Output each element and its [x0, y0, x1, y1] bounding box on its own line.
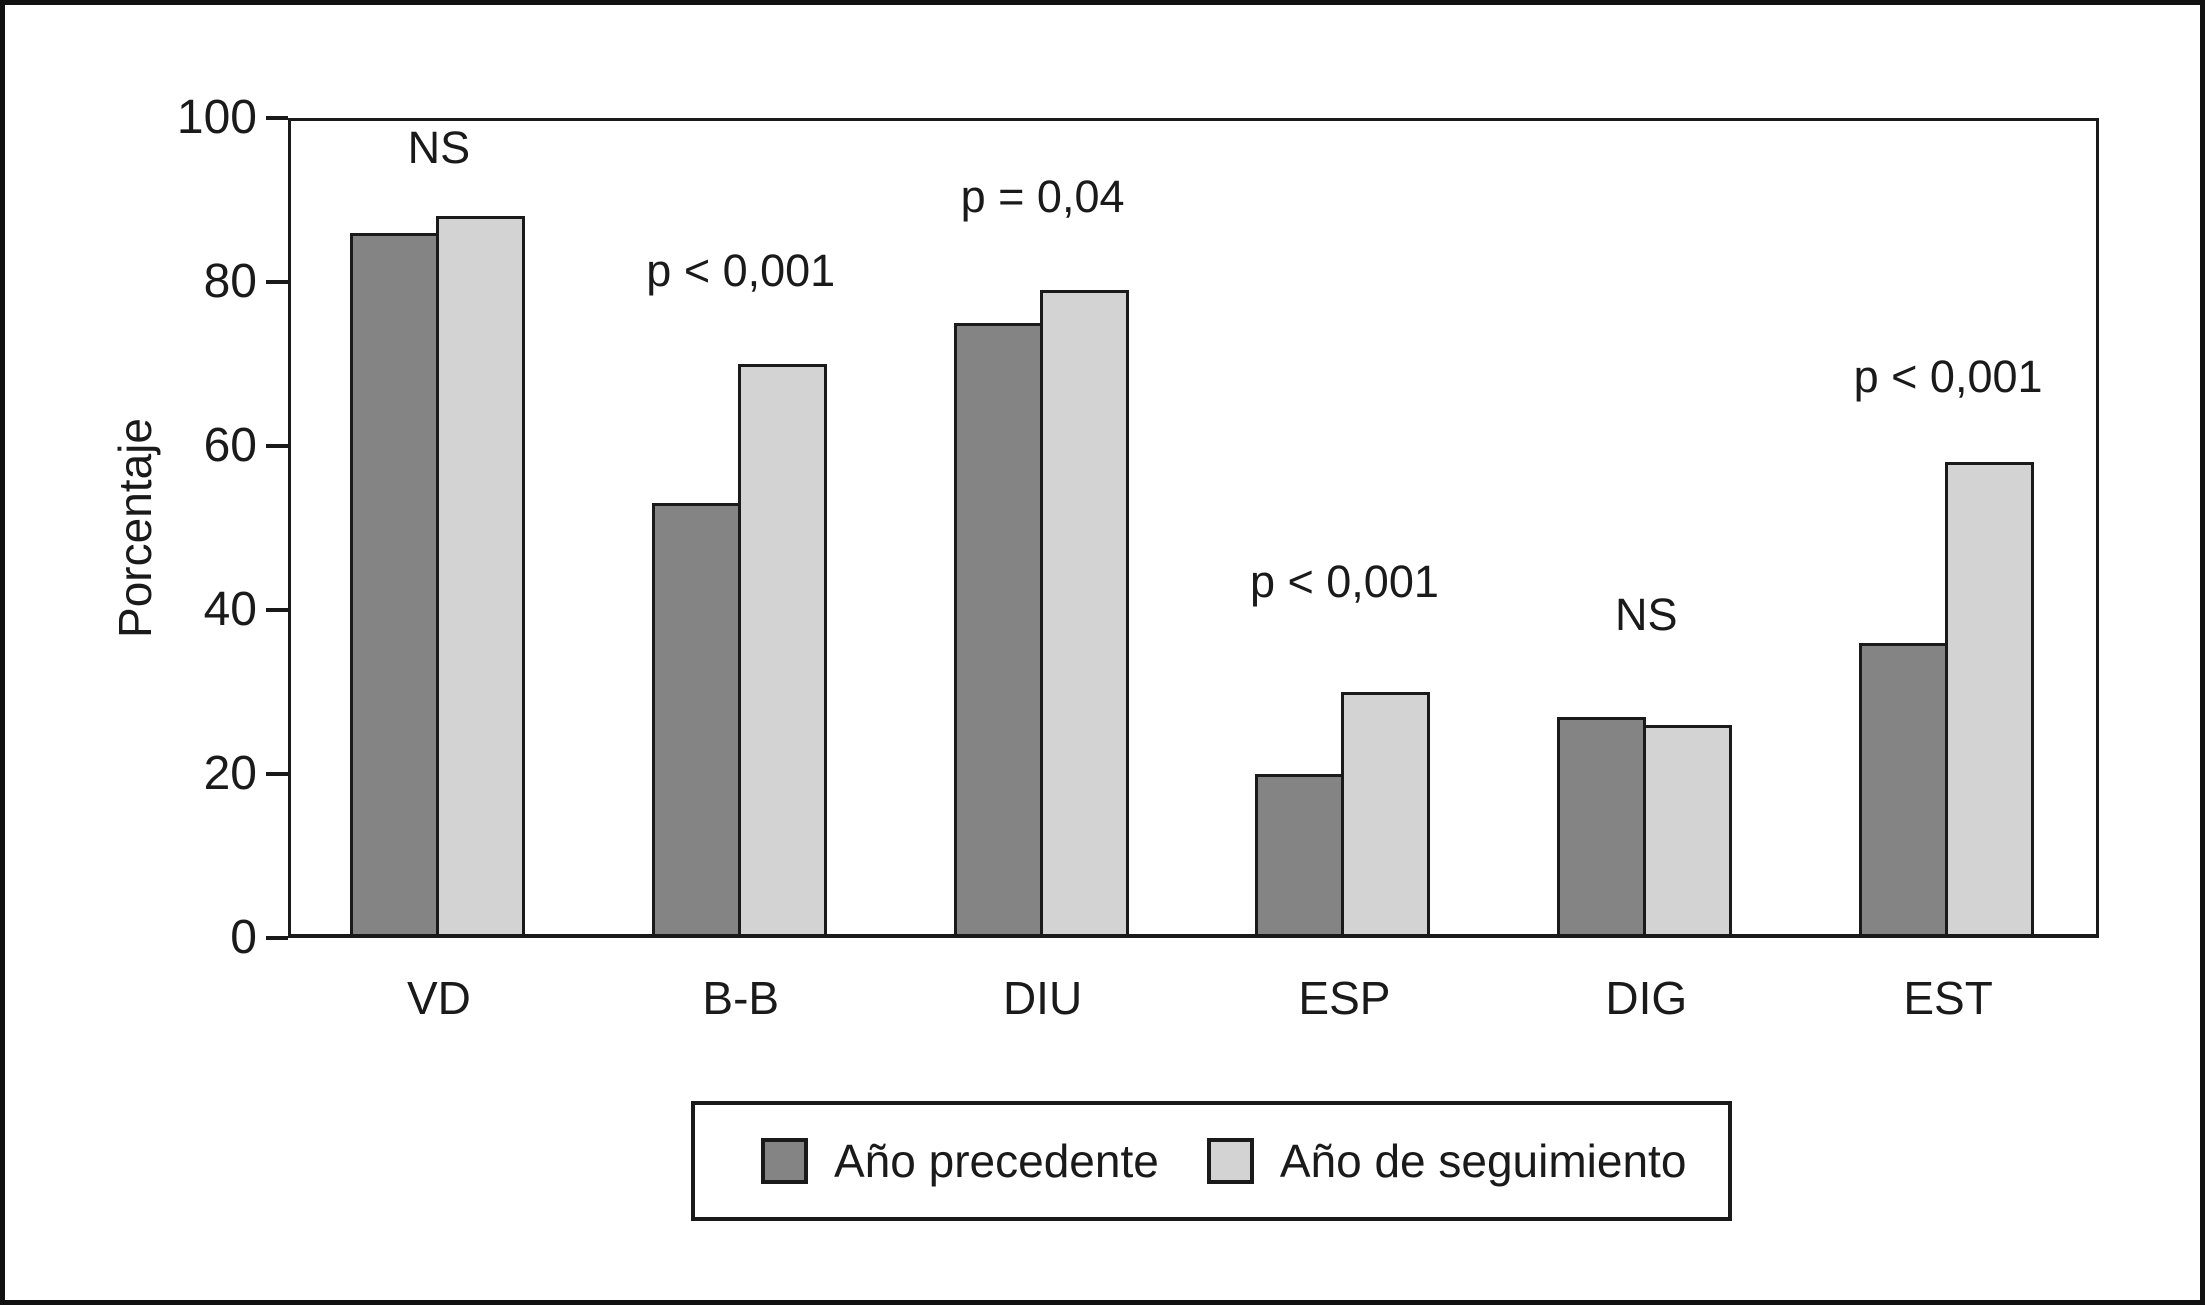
x-axis-label-esp: ESP [1298, 972, 1391, 1024]
y-tick-label: 60 [203, 419, 257, 472]
y-tick-mark [266, 936, 288, 940]
legend-label: Año de seguimiento [1279, 1135, 1687, 1187]
significance-annotation: p < 0,001 [646, 244, 836, 296]
legend-label: Año precedente [834, 1135, 1159, 1187]
bar-esp-seguimiento [1341, 692, 1431, 934]
bar-b-b-precedente [651, 503, 741, 934]
bar-diu-precedente [953, 323, 1043, 934]
y-tick-mark [266, 772, 288, 776]
plot-area [288, 118, 2099, 938]
legend-item: Año de seguimiento [1206, 1134, 1687, 1188]
x-axis-label-diu: DIU [1002, 972, 1083, 1024]
x-axis-label-vd: VD [406, 972, 471, 1024]
y-tick-label: 40 [203, 583, 257, 636]
significance-annotation: NS [1614, 589, 1678, 640]
y-tick-mark [266, 444, 288, 448]
significance-annotation: p < 0,001 [1249, 556, 1439, 608]
bar-dig-seguimiento [1643, 724, 1733, 934]
legend-swatch-precedente [761, 1138, 808, 1184]
x-axis-label-est: EST [1903, 972, 1993, 1024]
legend-item: Año precedente [761, 1134, 1159, 1188]
bar-diu-seguimiento [1039, 290, 1129, 934]
significance-annotation: p < 0,001 [1853, 351, 2043, 403]
y-tick-label: 0 [230, 911, 257, 964]
y-tick-label: 80 [203, 255, 257, 308]
significance-annotation: NS [407, 121, 471, 173]
legend: Año precedente Año de seguimiento [691, 1101, 1732, 1221]
y-tick-mark [266, 116, 288, 120]
legend-swatch-seguimiento [1206, 1138, 1254, 1184]
bar-dig-precedente [1557, 716, 1647, 934]
x-axis-label-b-b: B-B [702, 972, 780, 1024]
significance-annotation: p = 0,04 [960, 170, 1125, 222]
y-tick-label: 100 [176, 91, 257, 144]
bar-est-seguimiento [1945, 462, 2035, 934]
bar-esp-precedente [1255, 774, 1345, 934]
y-tick-mark [266, 280, 288, 284]
bar-b-b-seguimiento [737, 364, 827, 934]
bar-vd-precedente [349, 232, 439, 934]
bar-vd-seguimiento [435, 216, 525, 934]
y-tick-label: 20 [203, 747, 257, 800]
y-tick-mark [266, 608, 288, 612]
bar-est-precedente [1859, 642, 1949, 934]
x-axis-label-dig: DIG [1605, 972, 1688, 1024]
